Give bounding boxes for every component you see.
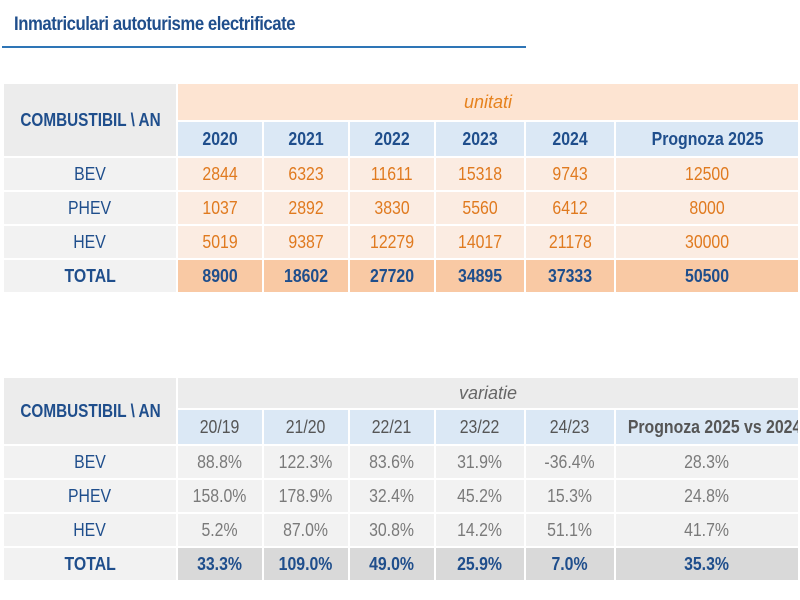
table-cell: 2844 (178, 158, 262, 190)
table-cell: 21178 (526, 226, 614, 258)
total-cell: 7.0% (526, 548, 614, 580)
table-cell: 28.3% (616, 446, 799, 478)
title-underline (2, 46, 526, 48)
table-cell: 15318 (436, 158, 524, 190)
year-header: 2024 (526, 122, 614, 156)
units-table: COMBUSTIBIL \ AN unitati 2020 2021 2022 … (2, 82, 800, 294)
total-cell: 49.0% (350, 548, 434, 580)
table-cell: 12500 (616, 158, 799, 190)
table-cell: 6412 (526, 192, 614, 224)
table-cell: 87.0% (264, 514, 348, 546)
table-cell: 14017 (436, 226, 524, 258)
total-cell: 34895 (436, 260, 524, 292)
total-cell: 25.9% (436, 548, 524, 580)
period-header: 23/22 (436, 410, 524, 444)
table-row: PHEV 1037 2892 3830 5560 6412 8000 (4, 192, 799, 224)
table-cell: 11611 (350, 158, 434, 190)
table-row: PHEV 158.0% 178.9% 32.4% 45.2% 15.3% 24.… (4, 480, 799, 512)
table-cell: 3830 (350, 192, 434, 224)
row-label: PHEV (4, 480, 176, 512)
table-cell: -36.4% (526, 446, 614, 478)
total-cell: 8900 (178, 260, 262, 292)
total-cell: 50500 (616, 260, 799, 292)
total-cell: 35.3% (616, 548, 799, 580)
table-cell: 12279 (350, 226, 434, 258)
table-row: BEV 88.8% 122.3% 83.6% 31.9% -36.4% 28.3… (4, 446, 799, 478)
corner-header: COMBUSTIBIL \ AN (4, 84, 176, 156)
table-cell: 14.2% (436, 514, 524, 546)
total-row: TOTAL 8900 18602 27720 34895 37333 50500 (4, 260, 799, 292)
year-header: Prognoza 2025 (616, 122, 799, 156)
table-cell: 8000 (616, 192, 799, 224)
table-cell: 5560 (436, 192, 524, 224)
group-header-variatie: variatie (178, 378, 799, 408)
table-cell: 122.3% (264, 446, 348, 478)
table-cell: 5.2% (178, 514, 262, 546)
table-row: HEV 5.2% 87.0% 30.8% 14.2% 51.1% 41.7% (4, 514, 799, 546)
table-cell: 1037 (178, 192, 262, 224)
row-label: PHEV (4, 192, 176, 224)
table-cell: 51.1% (526, 514, 614, 546)
year-header: 2021 (264, 122, 348, 156)
year-header: 2023 (436, 122, 524, 156)
table-row: BEV 2844 6323 11611 15318 9743 12500 (4, 158, 799, 190)
row-label: TOTAL (4, 548, 176, 580)
table-cell: 15.3% (526, 480, 614, 512)
period-header: 24/23 (526, 410, 614, 444)
period-header: 21/20 (264, 410, 348, 444)
table-cell: 45.2% (436, 480, 524, 512)
variation-table: COMBUSTIBIL \ AN variatie 20/19 21/20 22… (2, 376, 800, 582)
corner-header: COMBUSTIBIL \ AN (4, 378, 176, 444)
table-cell: 9743 (526, 158, 614, 190)
table-cell: 31.9% (436, 446, 524, 478)
table-cell: 88.8% (178, 446, 262, 478)
year-header: 2020 (178, 122, 262, 156)
table-cell: 178.9% (264, 480, 348, 512)
table-cell: 6323 (264, 158, 348, 190)
table-cell: 30.8% (350, 514, 434, 546)
table-cell: 9387 (264, 226, 348, 258)
table-cell: 41.7% (616, 514, 799, 546)
period-header: 20/19 (178, 410, 262, 444)
total-cell: 18602 (264, 260, 348, 292)
table-cell: 2892 (264, 192, 348, 224)
total-cell: 27720 (350, 260, 434, 292)
row-label: TOTAL (4, 260, 176, 292)
row-label: HEV (4, 514, 176, 546)
total-cell: 109.0% (264, 548, 348, 580)
table-cell: 24.8% (616, 480, 799, 512)
row-label: BEV (4, 446, 176, 478)
total-cell: 33.3% (178, 548, 262, 580)
table-cell: 5019 (178, 226, 262, 258)
table-cell: 83.6% (350, 446, 434, 478)
table-cell: 30000 (616, 226, 799, 258)
total-row: TOTAL 33.3% 109.0% 49.0% 25.9% 7.0% 35.3… (4, 548, 799, 580)
table-cell: 158.0% (178, 480, 262, 512)
total-cell: 37333 (526, 260, 614, 292)
group-header-unitati: unitati (178, 84, 799, 120)
period-header: 22/21 (350, 410, 434, 444)
table-row: HEV 5019 9387 12279 14017 21178 30000 (4, 226, 799, 258)
page-title: Inmatriculari autoturisme electrificate (14, 14, 296, 35)
row-label: BEV (4, 158, 176, 190)
row-label: HEV (4, 226, 176, 258)
year-header: 2022 (350, 122, 434, 156)
table-cell: 32.4% (350, 480, 434, 512)
period-header: Prognoza 2025 vs 2024 (616, 410, 799, 444)
